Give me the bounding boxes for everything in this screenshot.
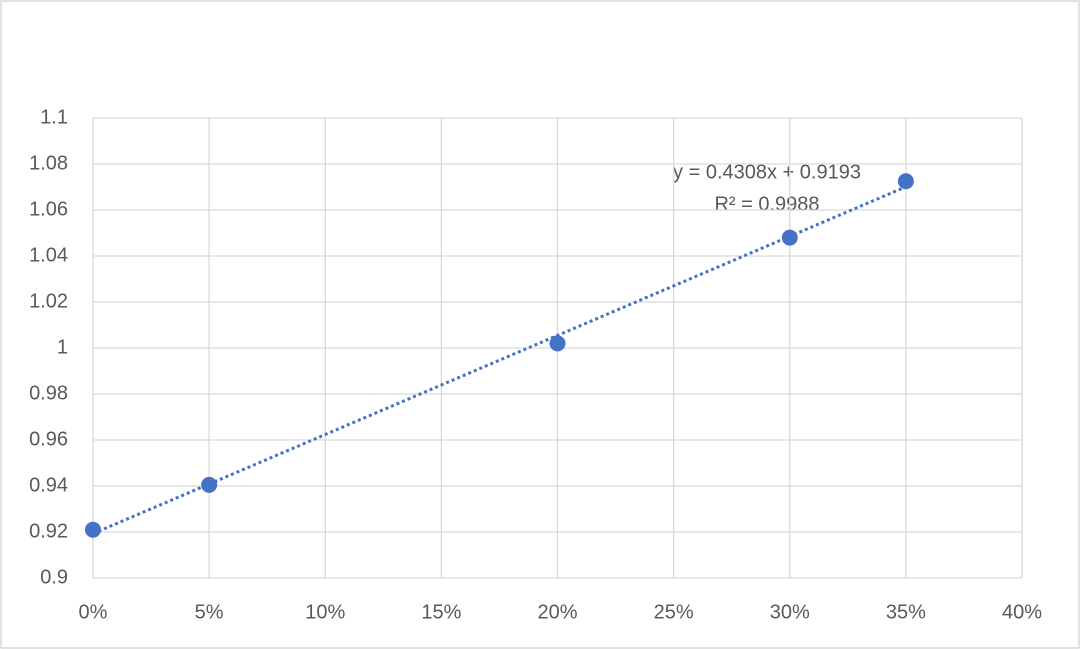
y-tick-label: 1.08 <box>29 152 68 174</box>
trendline-r-squared: R² = 0.9988 <box>714 193 819 215</box>
point <box>549 335 566 352</box>
x-tick-label: 40% <box>1002 601 1042 623</box>
x-tick-label: 20% <box>537 601 577 623</box>
point <box>897 173 914 190</box>
y-tick-label: 0.92 <box>29 520 68 542</box>
y-tick-label: 1.1 <box>40 106 68 128</box>
point <box>781 229 798 246</box>
y-tick-label: 0.98 <box>29 382 68 404</box>
y-tick-label: 1.02 <box>29 290 68 312</box>
x-tick-label: 5% <box>195 601 224 623</box>
y-tick-label: 0.9 <box>40 566 68 588</box>
y-tick-label: 1.04 <box>29 244 68 266</box>
trendline-equation: y = 0.4308x + 0.9193 <box>673 161 861 183</box>
x-tick-label: 10% <box>305 601 345 623</box>
y-tick-label: 0.94 <box>29 474 68 496</box>
y-tick-label: 0.96 <box>29 428 68 450</box>
x-tick-label: 35% <box>886 601 926 623</box>
x-tick-label: 30% <box>770 601 810 623</box>
y-tick-label: 1 <box>57 336 68 358</box>
x-tick-label: 15% <box>421 601 461 623</box>
x-tick-label: 0% <box>79 601 108 623</box>
y-tick-label: 1.06 <box>29 198 68 220</box>
point <box>201 476 218 493</box>
x-tick-label: 25% <box>654 601 694 623</box>
point <box>85 521 101 538</box>
